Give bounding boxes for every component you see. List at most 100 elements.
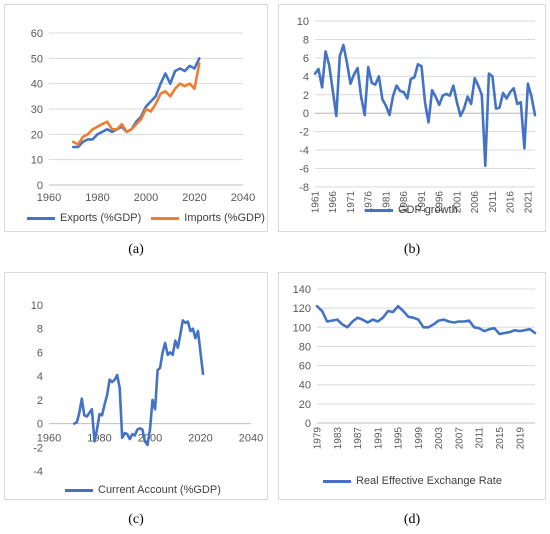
y-tick-label: -2 bbox=[299, 127, 309, 139]
y-tick-label: 50 bbox=[31, 53, 43, 65]
y-tick-label: -6 bbox=[299, 164, 309, 176]
y-tick-label: 0 bbox=[305, 418, 311, 430]
chart-a: 0 10 20 30 40 50 60 1960 1980 2000 2020 2040 bbox=[31, 28, 255, 204]
x-tick-label: 1986 bbox=[399, 191, 410, 214]
y-tick-label: 0 bbox=[37, 180, 43, 192]
chart-panel-b: -8 -6 -4 -2 0 2 4 6 8 10 1961 1966 1971 1976 1981 1986 1… bbox=[278, 4, 546, 232]
x-tick-label: 1976 bbox=[364, 191, 375, 214]
chart-b: -8 -6 -4 -2 0 2 4 6 8 10 1961 1966 1971 1976 1981 1986 1… bbox=[297, 16, 537, 214]
legend-a: Exports (%GDP) Imports (%GDP) bbox=[27, 212, 275, 224]
y-tick-label: 60 bbox=[299, 361, 311, 373]
y-tick-label: 120 bbox=[293, 303, 311, 315]
x-tick-label: 2015 bbox=[495, 427, 506, 450]
y-tick-label: 20 bbox=[31, 129, 43, 141]
legend-label-gdp-growth: GDP growth bbox=[398, 204, 458, 216]
y-tick-label: 40 bbox=[31, 79, 43, 91]
x-tick-label: 1960 bbox=[37, 192, 61, 204]
chart-panel-a: 0 10 20 30 40 50 60 1960 1980 2000 2020 2040 Export… bbox=[4, 4, 268, 232]
legend-label-imports: Imports (%GDP) bbox=[184, 212, 265, 224]
caption-c: (c) bbox=[128, 512, 144, 527]
y-tick-label: 0 bbox=[303, 108, 309, 120]
x-tick-label: 2003 bbox=[434, 427, 445, 450]
x-tick-label: 2019 bbox=[515, 427, 526, 450]
chart-d: 0 20 40 60 80 100 120 140 1979 1983 1987 1991 1995 19… bbox=[293, 284, 537, 450]
legend-swatch-reer bbox=[323, 479, 351, 483]
legend-label-exports: Exports (%GDP) bbox=[60, 212, 142, 224]
x-tick-label: 2001 bbox=[452, 191, 463, 214]
y-tick-label: 0 bbox=[37, 419, 43, 431]
y-tick-label: -4 bbox=[33, 466, 43, 478]
y-tick-label: 10 bbox=[31, 300, 43, 312]
y-tick-label: -2 bbox=[33, 442, 43, 454]
y-tick-label: 4 bbox=[37, 371, 43, 383]
y-tick-label: 40 bbox=[299, 380, 311, 392]
legend-c: Current Account (%GDP) bbox=[65, 484, 231, 496]
series-line bbox=[73, 319, 205, 447]
chart-panel-d: 0 20 40 60 80 100 120 140 1979 1983 1987 1991 1995 19… bbox=[278, 272, 546, 500]
series-line bbox=[72, 57, 201, 149]
y-tick-label: 2 bbox=[37, 395, 43, 407]
y-tick-label: 6 bbox=[303, 53, 309, 65]
y-tick-label: 20 bbox=[299, 399, 311, 411]
x-tick-label: 1991 bbox=[373, 427, 384, 450]
series-line bbox=[72, 62, 201, 146]
x-tick-label: 2021 bbox=[523, 191, 534, 214]
x-tick-label: 1980 bbox=[85, 192, 109, 204]
x-tick-label: 2020 bbox=[188, 433, 212, 445]
x-tick-label: 1996 bbox=[435, 191, 446, 214]
legend-item-imports: Imports (%GDP) bbox=[151, 212, 265, 224]
x-tick-label: 2007 bbox=[454, 427, 465, 450]
legend-item-exports: Exports (%GDP) bbox=[27, 212, 141, 224]
y-tick-label: 8 bbox=[37, 324, 43, 336]
x-tick-label: 2011 bbox=[488, 191, 499, 213]
y-tick-label: -8 bbox=[299, 182, 309, 194]
x-tick-label: 2000 bbox=[134, 192, 158, 204]
series-line bbox=[315, 304, 537, 336]
y-tick-label: 4 bbox=[303, 71, 309, 83]
x-tick-label: 1981 bbox=[381, 191, 392, 214]
y-tick-label: 30 bbox=[31, 104, 43, 116]
x-tick-label: 1971 bbox=[346, 191, 357, 214]
legend-swatch-gdp-growth bbox=[365, 208, 393, 212]
y-tick-label: 140 bbox=[293, 284, 311, 296]
x-tick-label: 1983 bbox=[333, 427, 344, 450]
y-tick-label: 100 bbox=[293, 322, 311, 334]
x-tick-label: 2020 bbox=[182, 192, 206, 204]
legend-d: Real Effective Exchange Rate bbox=[323, 475, 512, 487]
y-tick-label: 80 bbox=[299, 341, 311, 353]
legend-item-current-account: Current Account (%GDP) bbox=[65, 484, 221, 496]
caption-a: (a) bbox=[128, 242, 144, 257]
x-tick-label: 1961 bbox=[311, 191, 322, 214]
x-tick-label: 2040 bbox=[231, 192, 255, 204]
legend-item-gdp-growth: GDP growth bbox=[365, 204, 458, 216]
x-tick-label: 2016 bbox=[506, 191, 517, 214]
caption-d: (d) bbox=[403, 512, 421, 527]
legend-label-reer: Real Effective Exchange Rate bbox=[356, 475, 502, 487]
x-tick-label: 1991 bbox=[417, 191, 428, 214]
y-tick-label: 6 bbox=[37, 347, 43, 359]
x-tick-label: 1987 bbox=[353, 427, 364, 450]
x-tick-label: 1960 bbox=[37, 433, 61, 445]
chart-panel-c: -4 -2 0 2 4 6 8 10 1960 1980 2000 2020 2040 Current … bbox=[4, 272, 268, 500]
x-tick-label: 2040 bbox=[239, 433, 263, 445]
legend-swatch-exports bbox=[27, 216, 55, 220]
y-tick-label: 60 bbox=[31, 28, 43, 40]
x-tick-label: 1966 bbox=[328, 191, 339, 214]
series-line bbox=[313, 43, 537, 168]
y-tick-label: 10 bbox=[297, 16, 309, 28]
legend-swatch-current-account bbox=[65, 488, 93, 492]
legend-item-reer: Real Effective Exchange Rate bbox=[323, 475, 502, 487]
caption-b: (b) bbox=[403, 242, 421, 257]
x-tick-label: 2011 bbox=[475, 427, 486, 449]
x-tick-label: 2006 bbox=[470, 191, 481, 214]
y-tick-label: 10 bbox=[31, 155, 43, 167]
y-tick-label: 2 bbox=[303, 90, 309, 102]
legend-b: GDP growth bbox=[365, 204, 468, 216]
legend-swatch-imports bbox=[151, 216, 180, 220]
x-tick-label: 1995 bbox=[394, 427, 405, 450]
y-tick-label: -4 bbox=[299, 145, 309, 157]
x-tick-label: 1980 bbox=[87, 433, 111, 445]
y-tick-label: 8 bbox=[303, 34, 309, 46]
x-tick-label: 1979 bbox=[313, 427, 324, 450]
